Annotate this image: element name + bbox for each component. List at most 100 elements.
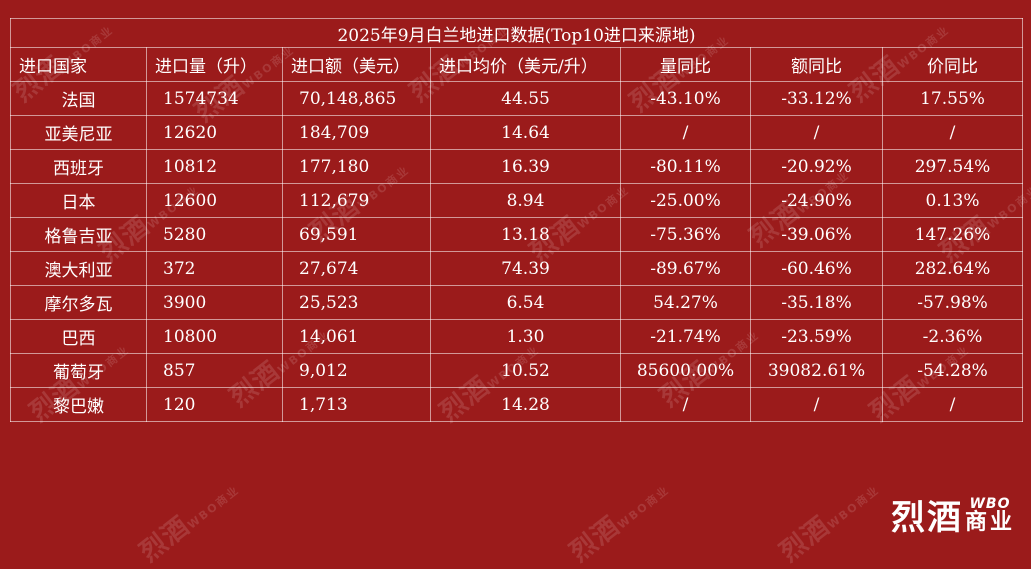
- column-header: 额同比: [750, 47, 883, 82]
- brandy-import-table-container: 2025年9月白兰地进口数据(Top10进口来源地) 进口国家 进口量（升） 进口额…: [9, 18, 1024, 422]
- table-cell: 70,148,865: [282, 81, 431, 116]
- table-cell: /: [620, 115, 751, 150]
- table-row: 法国 1574734 70,148,865 44.55 -43.10% -33.12% 17…: [10, 81, 1024, 116]
- table-cell: 297.54%: [881, 149, 1024, 184]
- table-cell: 10800: [146, 319, 283, 354]
- table-title-row: 2025年9月白兰地进口数据(Top10进口来源地): [9, 18, 1024, 48]
- table-cell: -89.67%: [620, 251, 751, 286]
- table-cell: 10812: [146, 149, 283, 184]
- table-cell: 摩尔多瓦: [10, 285, 147, 320]
- watermark-sub-text: 商业: [853, 483, 882, 510]
- table-cell: 44.55: [430, 81, 621, 116]
- table-cell: 282.64%: [881, 251, 1024, 286]
- watermark: 烈酒WBO商业: [131, 468, 245, 569]
- table-cell: 17.55%: [881, 81, 1024, 116]
- column-header: 量同比: [620, 47, 751, 82]
- table-row: 摩尔多瓦 3900 25,523 6.54 54.27% -35.18% -57.98%: [10, 285, 1024, 320]
- table-cell: -2.36%: [881, 319, 1024, 354]
- table-cell: -39.06%: [750, 217, 883, 252]
- watermark-latin-text: WBO: [615, 499, 652, 532]
- table-cell: 1574734: [146, 81, 283, 116]
- watermark-main-text: 烈酒: [564, 511, 626, 568]
- table-cell: 6.54: [430, 285, 621, 320]
- table-cell: 格鲁吉亚: [10, 217, 147, 252]
- table-cell: 5280: [146, 217, 283, 252]
- table-cell: 西班牙: [10, 149, 147, 184]
- table-cell: 25,523: [282, 285, 431, 320]
- table-cell: -75.36%: [620, 217, 751, 252]
- column-header: 价同比: [881, 47, 1024, 82]
- table-row: 格鲁吉亚 5280 69,591 13.18 -75.36% -39.06% 147.26%: [10, 217, 1024, 252]
- table-cell: 1,713: [282, 387, 431, 422]
- table-cell: 184,709: [282, 115, 431, 150]
- table-cell: -23.59%: [750, 319, 883, 354]
- table-cell: 85600.00%: [620, 353, 751, 388]
- watermark-main-text: 烈酒: [134, 511, 196, 568]
- logo-main-text: 烈酒: [890, 498, 963, 538]
- table-cell: 857: [146, 353, 283, 388]
- table-cell: 葡萄牙: [10, 353, 147, 388]
- table-cell: 16.39: [430, 149, 621, 184]
- logo-sub-text: 商业: [964, 510, 1015, 535]
- table-cell: -21.74%: [620, 319, 751, 354]
- table-row: 葡萄牙 857 9,012 10.52 85600.00% 39082.61% -54.28…: [10, 353, 1024, 388]
- table-row: 黎巴嫩 120 1,713 14.28// /: [10, 387, 1024, 422]
- table-cell: 10.52: [430, 353, 621, 388]
- watermark-latin-text: WBO: [185, 499, 222, 532]
- logo-sub: WBO 商业: [965, 497, 1015, 535]
- table-cell: -25.00%: [620, 183, 751, 218]
- table-cell: 14,061: [282, 319, 431, 354]
- column-header: 进口国家: [10, 47, 147, 82]
- table-row: 西班牙 10812 177,180 16.39 -80.11% -20.92% 297.54…: [10, 149, 1024, 184]
- table-cell: 147.26%: [881, 217, 1024, 252]
- table-cell: 8.94: [430, 183, 621, 218]
- table-cell: -54.28%: [881, 353, 1024, 388]
- watermark-main-text: 烈酒: [774, 511, 836, 568]
- watermark-sub-text: 商业: [213, 483, 242, 510]
- table-cell: 法国: [10, 81, 147, 116]
- logo-latin-text: WBO: [969, 496, 1011, 512]
- watermark: 烈酒WBO商业: [771, 468, 885, 569]
- table-cell: /: [881, 115, 1024, 150]
- table-cell: 13.18: [430, 217, 621, 252]
- column-header: 进口额（美元）: [282, 47, 431, 82]
- table-row: 澳大利亚 372 27,674 74.39 -89.67% -60.46% 282.64%: [10, 251, 1024, 286]
- watermark-latin-text: WBO: [825, 499, 862, 532]
- watermark: 烈酒WBO商业: [561, 468, 675, 569]
- table-cell: 亚美尼亚: [10, 115, 147, 150]
- column-header: 进口均价（美元/升）: [430, 47, 621, 82]
- table-cell: -57.98%: [881, 285, 1024, 320]
- table-cell: -24.90%: [750, 183, 883, 218]
- table-cell: 14.28: [430, 387, 621, 422]
- table-cell: 澳大利亚: [10, 251, 147, 286]
- table-cell: 27,674: [282, 251, 431, 286]
- table-cell: -80.11%: [620, 149, 751, 184]
- table-cell: -43.10%: [620, 81, 751, 116]
- table-cell: /: [750, 115, 883, 150]
- table-header-row: 进口国家 进口量（升） 进口额（美元） 进口均价（美元/升） 量同比 额同比 价同比: [10, 47, 1024, 82]
- table-cell: 3900: [146, 285, 283, 320]
- table-cell: 9,012: [282, 353, 431, 388]
- table-cell: /: [750, 387, 883, 422]
- table-cell: -60.46%: [750, 251, 883, 286]
- brandy-import-table: 2025年9月白兰地进口数据(Top10进口来源地) 进口国家 进口量（升） 进口额…: [9, 18, 1024, 422]
- table-cell: 112,679: [282, 183, 431, 218]
- table-cell: 12600: [146, 183, 283, 218]
- brand-logo: 烈酒 WBO 商业: [891, 497, 1015, 535]
- table-cell: 12620: [146, 115, 283, 150]
- table-cell: 372: [146, 251, 283, 286]
- table-cell: /: [881, 387, 1024, 422]
- table-cell: /: [620, 387, 751, 422]
- table-cell: 0.13%: [881, 183, 1024, 218]
- table-row: 日本 12600 112,679 8.94 -25.00% -24.90% 0.13%: [10, 183, 1024, 218]
- column-header: 进口量（升）: [146, 47, 283, 82]
- table-cell: -35.18%: [750, 285, 883, 320]
- table-row: 巴西 10800 14,061 1.30 -21.74% -23.59% -2.36%: [10, 319, 1024, 354]
- table-cell: 69,591: [282, 217, 431, 252]
- table-cell: 黎巴嫩: [10, 387, 147, 422]
- table-cell: 14.64: [430, 115, 621, 150]
- table-row: 亚美尼亚 12620 184,709 14.64// /: [10, 115, 1024, 150]
- table-cell: 177,180: [282, 149, 431, 184]
- table-cell: 74.39: [430, 251, 621, 286]
- table-cell: -20.92%: [750, 149, 883, 184]
